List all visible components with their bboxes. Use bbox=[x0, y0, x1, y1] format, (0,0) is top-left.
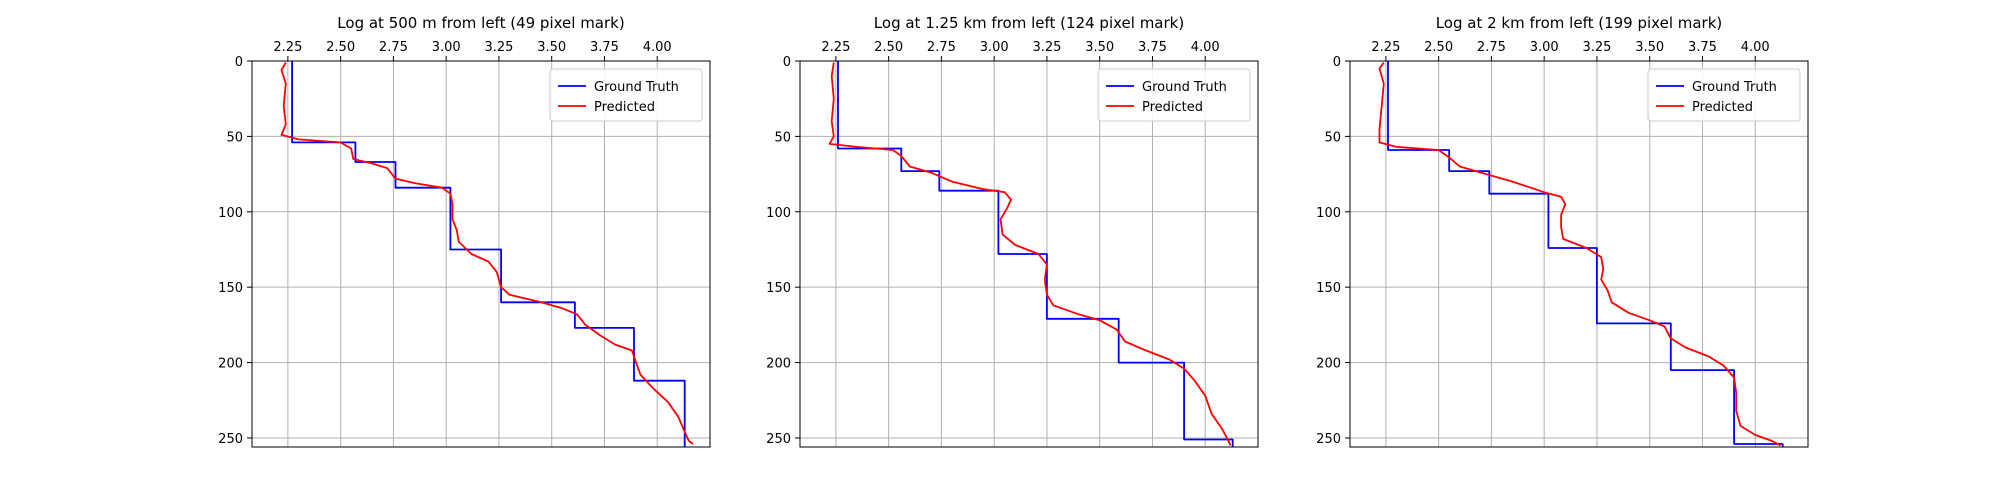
y-tick-label: 100 bbox=[1316, 206, 1341, 221]
x-tick-label: 3.50 bbox=[1635, 40, 1664, 55]
x-tick-label: 2.25 bbox=[273, 40, 302, 55]
y-tick-label: 200 bbox=[1316, 357, 1341, 372]
y-tick-label: 250 bbox=[218, 432, 243, 447]
y-tick-label: 100 bbox=[766, 206, 791, 221]
x-tick-label: 3.25 bbox=[484, 40, 513, 55]
x-tick-label: 3.75 bbox=[1138, 40, 1167, 55]
x-tick-label: 3.75 bbox=[590, 40, 619, 55]
x-tick-label: 3.75 bbox=[1688, 40, 1717, 55]
x-tick-label: 2.25 bbox=[1371, 40, 1400, 55]
x-tick-label: 3.00 bbox=[980, 40, 1009, 55]
legend-box bbox=[1647, 68, 1801, 122]
y-tick-label: 150 bbox=[766, 281, 791, 296]
legend-box bbox=[549, 68, 703, 122]
x-tick-label: 2.50 bbox=[326, 40, 355, 55]
y-tick-label: 150 bbox=[1316, 281, 1341, 296]
legend-box bbox=[1097, 68, 1251, 122]
y-tick-label: 250 bbox=[1316, 432, 1341, 447]
x-tick-label: 2.75 bbox=[1477, 40, 1506, 55]
predicted-line bbox=[1378, 61, 1782, 447]
axes-frame bbox=[1349, 60, 1809, 448]
x-tick-label: 3.00 bbox=[1530, 40, 1559, 55]
x-tick-label: 2.50 bbox=[1424, 40, 1453, 55]
x-tick-label: 4.00 bbox=[1191, 40, 1220, 55]
legend: Ground Truth Predicted bbox=[1097, 68, 1251, 122]
y-tick-label: 0 bbox=[1333, 55, 1341, 70]
y-tick-label: 250 bbox=[766, 432, 791, 447]
x-tick-label: 2.50 bbox=[874, 40, 903, 55]
y-tick-label: 200 bbox=[766, 357, 791, 372]
axes-frame bbox=[799, 60, 1259, 448]
chart-1: Log at 500 m from left (49 pixel mark) 2.… bbox=[218, 14, 711, 448]
y-tick-label: 150 bbox=[218, 281, 243, 296]
legend-label-predicted: Predicted bbox=[1142, 100, 1203, 115]
legend-label-ground-truth: Ground Truth bbox=[1142, 80, 1227, 95]
x-tick-label: 4.00 bbox=[1741, 40, 1770, 55]
y-tick-label: 50 bbox=[1324, 130, 1341, 145]
x-tick-label: 2.75 bbox=[379, 40, 408, 55]
ground-truth-line bbox=[837, 61, 1234, 447]
legend: Ground Truth Predicted bbox=[549, 68, 703, 122]
chart-title: Log at 1.25 km from left (124 pixel mark… bbox=[874, 14, 1184, 32]
y-tick-label: 200 bbox=[218, 357, 243, 372]
legend: Ground Truth Predicted bbox=[1647, 68, 1801, 122]
chart-2: Log at 1.25 km from left (124 pixel mark… bbox=[766, 14, 1259, 448]
x-tick-label: 3.50 bbox=[537, 40, 566, 55]
legend-label-ground-truth: Ground Truth bbox=[594, 80, 679, 95]
legend-label-predicted: Predicted bbox=[594, 100, 655, 115]
y-tick-label: 0 bbox=[235, 55, 243, 70]
x-tick-label: 3.25 bbox=[1582, 40, 1611, 55]
chart-3: Log at 2 km from left (199 pixel mark) 2.… bbox=[1316, 14, 1809, 448]
legend-label-ground-truth: Ground Truth bbox=[1692, 80, 1777, 95]
x-tick-label: 3.50 bbox=[1085, 40, 1114, 55]
x-tick-label: 2.25 bbox=[821, 40, 850, 55]
ground-truth-line bbox=[1387, 61, 1784, 447]
y-tick-label: 50 bbox=[226, 130, 243, 145]
y-tick-label: 100 bbox=[218, 206, 243, 221]
y-tick-label: 0 bbox=[783, 55, 791, 70]
predicted-line bbox=[828, 62, 1232, 446]
chart-title: Log at 2 km from left (199 pixel mark) bbox=[1436, 14, 1723, 32]
x-tick-label: 2.75 bbox=[927, 40, 956, 55]
chart-title: Log at 500 m from left (49 pixel mark) bbox=[337, 14, 624, 32]
x-tick-label: 3.00 bbox=[432, 40, 461, 55]
predicted-line bbox=[280, 62, 694, 445]
axes-frame bbox=[251, 60, 711, 448]
legend-label-predicted: Predicted bbox=[1692, 100, 1753, 115]
x-tick-label: 4.00 bbox=[643, 40, 672, 55]
y-tick-label: 50 bbox=[774, 130, 791, 145]
x-tick-label: 3.25 bbox=[1032, 40, 1061, 55]
